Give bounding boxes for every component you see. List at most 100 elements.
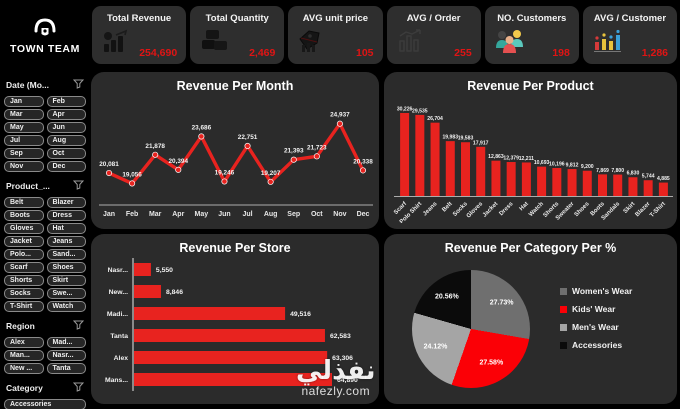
svg-text:New...: New... bbox=[109, 289, 128, 296]
svg-text:Hat: Hat bbox=[519, 201, 530, 212]
slicer-item-nasr-[interactable]: Nasr... bbox=[46, 350, 86, 361]
svg-text:Apr: Apr bbox=[172, 211, 184, 218]
slicer-item-belt[interactable]: Belt bbox=[4, 197, 44, 208]
svg-text:12,211: 12,211 bbox=[519, 156, 534, 162]
slicer-item-jan[interactable]: Jan bbox=[4, 96, 44, 107]
clear-filter-icon[interactable] bbox=[72, 379, 85, 397]
bar-sandals bbox=[613, 174, 623, 196]
legend-label: Kids' Wear bbox=[572, 304, 616, 314]
clear-filter-icon[interactable] bbox=[72, 317, 85, 335]
kpi-card-avg-unit-price: AVG unit price 105 bbox=[288, 6, 383, 64]
svg-text:63,306: 63,306 bbox=[332, 355, 353, 362]
kpi-value: 254,690 bbox=[139, 47, 178, 59]
legend-swatch bbox=[560, 287, 567, 295]
clear-filter-icon[interactable] bbox=[72, 177, 85, 195]
slicer-item-gloves[interactable]: Gloves bbox=[4, 223, 44, 234]
bar-watch bbox=[537, 166, 547, 196]
slicer-item-shoes[interactable]: Shoes bbox=[46, 262, 86, 273]
svg-text:17,917: 17,917 bbox=[473, 140, 489, 146]
slicer-item-tanta[interactable]: Tanta bbox=[46, 363, 86, 374]
bar-hat bbox=[521, 162, 531, 196]
slicer-item-scarf[interactable]: Scarf bbox=[4, 262, 44, 273]
slicer-item-dec[interactable]: Dec bbox=[46, 161, 86, 172]
bar-socks bbox=[461, 142, 470, 196]
slicer-item-apr[interactable]: Apr bbox=[46, 109, 86, 120]
svg-text:19,246: 19,246 bbox=[215, 169, 235, 176]
slicer-item-nov[interactable]: Nov bbox=[4, 161, 44, 172]
slicer-item-blazer[interactable]: Blazer bbox=[46, 197, 86, 208]
pie-percent-label: 24.12% bbox=[423, 343, 448, 351]
slicer-item-jeans[interactable]: Jeans bbox=[46, 236, 86, 247]
revenue-per-month-card: Revenue Per Month 20,081 Jan 19,056 Feb 21,8… bbox=[91, 72, 379, 229]
legend-item-men-s-wear: Men's Wear bbox=[560, 322, 632, 332]
slicer-item-watch[interactable]: Watch bbox=[46, 301, 86, 312]
bar-belt bbox=[445, 141, 455, 196]
kpi-label: NO. Customers bbox=[497, 13, 567, 24]
chart-title: Revenue Per Store bbox=[179, 241, 291, 255]
slicer-item-t-shirt[interactable]: T-Shirt bbox=[4, 301, 44, 312]
slicer-item-mad-[interactable]: Mad... bbox=[46, 337, 86, 348]
legend-label: Men's Wear bbox=[572, 322, 619, 332]
slicer-item-jun[interactable]: Jun bbox=[46, 122, 86, 133]
svg-text:6,830: 6,830 bbox=[627, 171, 640, 177]
svg-text:Dress: Dress bbox=[499, 201, 516, 218]
kpi-value: 2,469 bbox=[249, 47, 276, 59]
slicer-item-new-[interactable]: New ... bbox=[4, 363, 44, 374]
slicer-item-feb[interactable]: Feb bbox=[46, 96, 86, 107]
svg-text:20,081: 20,081 bbox=[99, 161, 119, 168]
slicer-item-sep[interactable]: Sep bbox=[4, 148, 44, 159]
slicer-item-shorts[interactable]: Shorts bbox=[4, 275, 44, 286]
svg-text:5,744: 5,744 bbox=[642, 174, 655, 180]
svg-text:10,196: 10,196 bbox=[549, 162, 565, 168]
svg-text:21,393: 21,393 bbox=[284, 148, 304, 155]
svg-text:Madi...: Madi... bbox=[107, 311, 128, 318]
legend-item-kids-wear: Kids' Wear bbox=[560, 304, 632, 314]
brand-logo: TOWN TEAM bbox=[0, 0, 90, 70]
clear-filter-icon[interactable] bbox=[72, 76, 85, 94]
slicer-item-jacket[interactable]: Jacket bbox=[4, 236, 44, 247]
svg-text:7,800: 7,800 bbox=[611, 168, 624, 174]
pie-percent-label: 27.73% bbox=[489, 299, 514, 307]
slicer-item-man-[interactable]: Man... bbox=[4, 350, 44, 361]
order-chart-icon bbox=[396, 28, 426, 59]
bar-sweater bbox=[567, 169, 577, 196]
slicer-item-may[interactable]: May bbox=[4, 122, 44, 133]
svg-text:29,535: 29,535 bbox=[412, 108, 428, 114]
slicer-item-socks[interactable]: Socks bbox=[4, 288, 44, 299]
kpi-label: Total Quantity bbox=[205, 13, 269, 24]
bar-blazer bbox=[643, 180, 653, 196]
kpi-label: Total Revenue bbox=[106, 13, 172, 24]
slicer-item-skirt[interactable]: Skirt bbox=[46, 275, 86, 286]
kpi-label: AVG unit price bbox=[302, 13, 369, 24]
pie-legend: Women's Wear Kids' Wear Men's Wear Accessor… bbox=[560, 286, 632, 350]
svg-text:Sep: Sep bbox=[287, 211, 300, 218]
slicer-item-polo-[interactable]: Polo... bbox=[4, 249, 44, 260]
bar-tanta bbox=[134, 329, 325, 342]
slicer-item-boots[interactable]: Boots bbox=[4, 210, 44, 221]
top-bar: TOWN TEAM Total Revenue 254,690 Total Quan… bbox=[0, 0, 680, 70]
data-point-dec bbox=[359, 167, 367, 174]
svg-text:Tanta: Tanta bbox=[110, 333, 128, 340]
svg-text:22,751: 22,751 bbox=[238, 134, 258, 141]
legend-label: Women's Wear bbox=[572, 286, 633, 296]
svg-text:T-Shirt: T-Shirt bbox=[649, 201, 667, 219]
slicer-item-alex[interactable]: Alex bbox=[4, 337, 44, 348]
svg-text:24,937: 24,937 bbox=[330, 112, 350, 119]
slicer-product-: Product_... Belt Blazer Boots Dress Gloves Hat… bbox=[4, 177, 86, 312]
bar-alex bbox=[134, 351, 328, 364]
kpi-row: Total Revenue 254,690 Total Quantity 2,469 A… bbox=[90, 0, 680, 70]
slicer-item-aug[interactable]: Aug bbox=[46, 135, 86, 146]
slicer-item-mar[interactable]: Mar bbox=[4, 109, 44, 120]
slicer-item-dress[interactable]: Dress bbox=[46, 210, 86, 221]
svg-text:Alex: Alex bbox=[114, 355, 129, 362]
revenue-per-category-card: Revenue Per Category Per % 27.73% 27.58% 2… bbox=[384, 234, 677, 404]
data-point-feb bbox=[129, 180, 136, 187]
svg-text:12,863: 12,863 bbox=[488, 154, 504, 160]
slicer-item-swe-[interactable]: Swe... bbox=[46, 288, 86, 299]
slicer-item-hat[interactable]: Hat bbox=[46, 223, 86, 234]
slicer-item-sand-[interactable]: Sand... bbox=[46, 249, 86, 260]
slicer-item-jul[interactable]: Jul bbox=[4, 135, 44, 146]
slicer-item-oct[interactable]: Oct bbox=[46, 148, 86, 159]
slicer-date-mo-: Date (Mo... Jan Feb Mar Apr May Jun Jul Aug Sep Oc… bbox=[4, 76, 86, 172]
slicer-item-accessories[interactable]: Accessories bbox=[4, 399, 86, 409]
